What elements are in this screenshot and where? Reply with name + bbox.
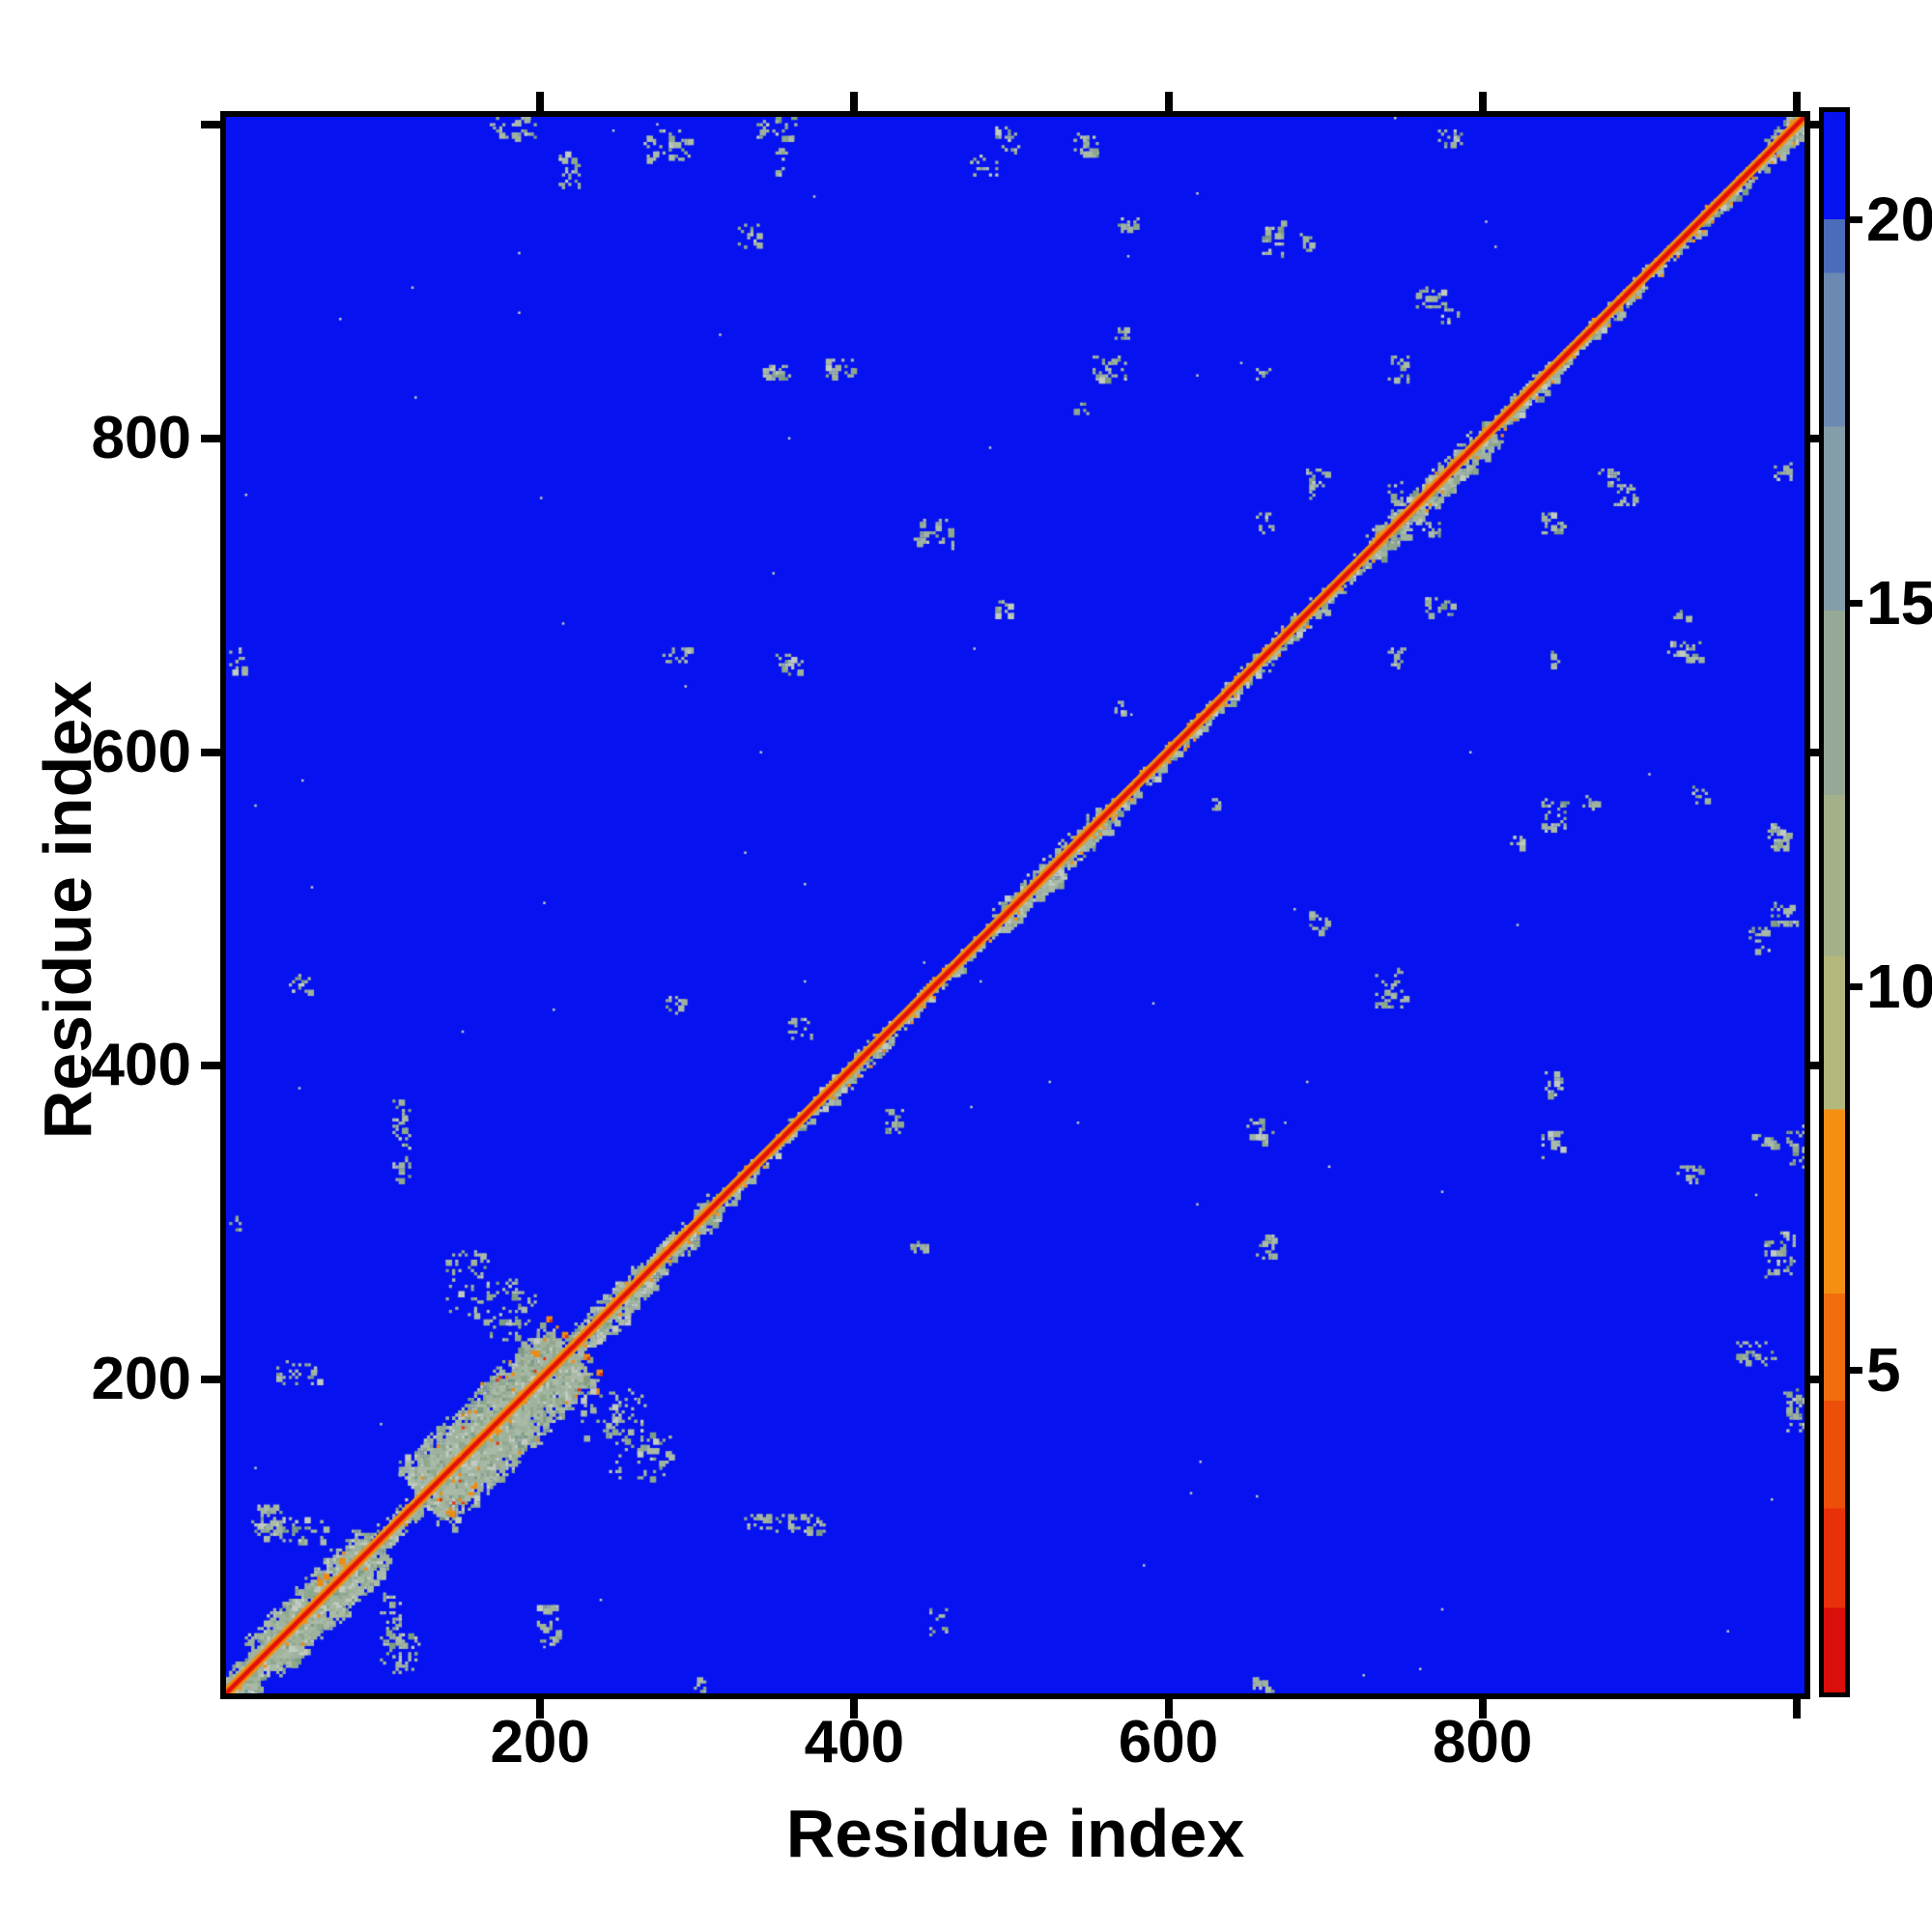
colorbar-tick-label: 5 xyxy=(1866,1335,1901,1406)
x-tick-label: 200 xyxy=(490,1709,590,1776)
y-tick-label: 400 xyxy=(91,1032,191,1099)
x-axis-tick xyxy=(1478,1699,1487,1719)
colorbar-frame xyxy=(1819,107,1850,1697)
x-axis-top-tick xyxy=(536,92,545,111)
x-tick-label: 800 xyxy=(1432,1709,1533,1776)
colorbar-tick xyxy=(1850,599,1862,607)
colorbar-tick xyxy=(1850,215,1862,223)
colorbar-tick-label: 20 xyxy=(1866,185,1932,255)
y-axis-tick xyxy=(201,434,220,442)
y-tick-label: 600 xyxy=(91,718,191,785)
x-axis-top-tick xyxy=(1164,92,1173,111)
colorbar-tick xyxy=(1850,1366,1862,1374)
colorbar-tick xyxy=(1850,982,1862,990)
heatmap-canvas xyxy=(226,117,1804,1693)
x-axis-tick xyxy=(536,1699,545,1719)
x-tick-label: 400 xyxy=(804,1709,905,1776)
x-axis-title: Residue index xyxy=(785,1796,1245,1871)
x-tick-label: 600 xyxy=(1118,1709,1219,1776)
y-axis-tick xyxy=(201,1376,220,1384)
colorbar-tick-label: 10 xyxy=(1866,952,1932,1022)
x-axis-top-tick xyxy=(1792,92,1801,111)
x-axis-tick xyxy=(1164,1699,1173,1719)
y-tick-label: 200 xyxy=(91,1346,191,1413)
y-axis-tick xyxy=(201,121,220,129)
y-axis-tick xyxy=(201,1062,220,1070)
y-tick-label: 800 xyxy=(91,404,191,471)
colorbar-tick-label: 15 xyxy=(1866,568,1932,639)
y-axis-title: Residue index xyxy=(30,680,105,1140)
x-axis-tick xyxy=(850,1699,859,1719)
x-axis-top-tick xyxy=(1478,92,1487,111)
y-axis-tick xyxy=(201,748,220,756)
x-axis-tick xyxy=(1792,1699,1801,1719)
colorbar-gradient xyxy=(1824,112,1845,1692)
x-axis-top-tick xyxy=(850,92,859,111)
